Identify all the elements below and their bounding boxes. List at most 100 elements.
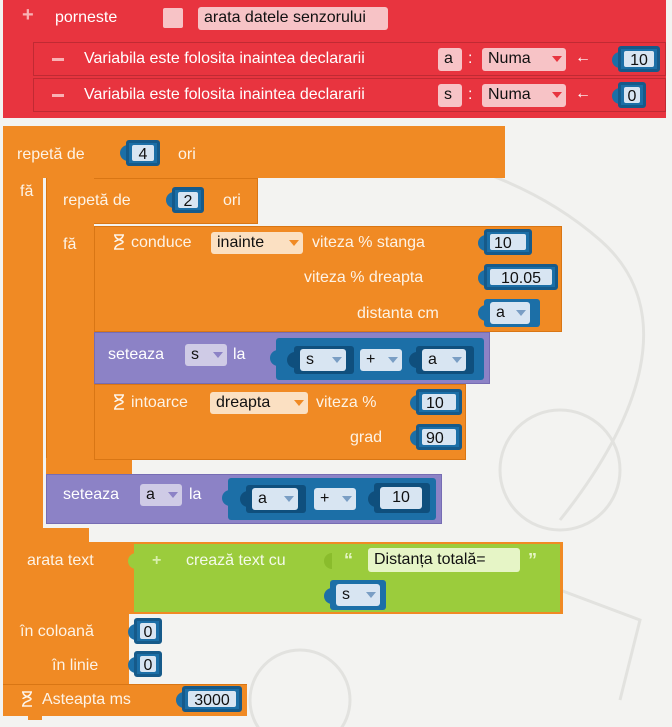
operator-label: + <box>366 351 376 368</box>
direction-label: dreapta <box>216 394 271 411</box>
plus-icon[interactable]: + <box>152 552 162 569</box>
input-socket-tab <box>478 305 486 321</box>
input-socket-tab <box>120 145 128 161</box>
input-socket-tab <box>128 657 136 673</box>
var-label: s <box>306 351 314 368</box>
turn-direction-dropdown[interactable]: dreapta <box>210 392 308 414</box>
degrees-input[interactable]: 90 <box>416 424 462 450</box>
text-input[interactable] <box>368 548 520 572</box>
direction-label: inainte <box>217 234 265 251</box>
var-label: a <box>428 351 437 368</box>
hourglass-icon <box>114 394 124 410</box>
minus-icon[interactable] <box>52 94 64 97</box>
colon-label: : <box>468 50 473 67</box>
quote-open-icon: “ <box>344 550 353 570</box>
quote-close-icon: ” <box>528 550 537 570</box>
input-socket-tab <box>222 490 230 506</box>
degrees-label: grad <box>350 429 383 446</box>
left-operand-block[interactable]: s <box>294 346 354 374</box>
input-socket-tab <box>324 588 332 604</box>
chevron-down-icon <box>294 400 304 406</box>
do-label: fă <box>20 183 34 200</box>
input-socket-tab <box>324 553 332 569</box>
speed-right-label: viteza % dreapta <box>304 269 424 286</box>
chevron-down-icon <box>342 496 352 502</box>
input-socket-tab <box>166 192 174 208</box>
chevron-down-icon <box>213 352 223 358</box>
type-dropdown[interactable]: Numa <box>482 48 566 71</box>
right-operand-block[interactable]: 10 <box>374 483 430 513</box>
column-input[interactable]: 0 <box>134 618 162 644</box>
row-input[interactable]: 0 <box>134 651 162 677</box>
set-label: seteaza <box>108 346 165 363</box>
speed-right-input[interactable]: 10.05 <box>484 264 558 290</box>
direction-dropdown[interactable]: inainte <box>211 232 303 254</box>
input-socket-tab <box>410 395 418 411</box>
to-label: la <box>189 486 202 503</box>
turn-speed-label: viteza % <box>316 394 377 411</box>
minus-icon[interactable] <box>52 58 64 61</box>
turn-speed-input[interactable]: 10 <box>416 389 462 415</box>
set-label: seteaza <box>63 486 120 503</box>
wait-block-notch <box>28 714 42 720</box>
checkbox-icon[interactable] <box>163 8 183 28</box>
speed-left-input[interactable]: 10 <box>484 229 532 255</box>
var-pill: a <box>490 302 530 324</box>
repeat-count-input[interactable]: 2 <box>172 187 204 213</box>
set-var-dropdown[interactable]: s <box>185 344 227 366</box>
right-operand-block[interactable]: a <box>416 346 474 374</box>
var-label: a <box>496 304 505 321</box>
repeat-count-input[interactable]: 4 <box>126 140 160 166</box>
chevron-down-icon <box>388 357 398 363</box>
var-pill: a <box>252 488 298 510</box>
outer-repeat-spine <box>3 126 43 542</box>
operator-dropdown[interactable]: + <box>314 488 356 510</box>
var-label: s <box>342 586 350 603</box>
type-label: Numa <box>488 86 531 103</box>
type-dropdown[interactable]: Numa <box>482 84 566 107</box>
assign-arrow: ← <box>575 85 591 102</box>
var-pill: a <box>422 349 466 371</box>
colon-label: : <box>468 86 473 103</box>
value-pill: 10 <box>380 487 422 509</box>
chevron-down-icon <box>516 310 526 316</box>
operator-dropdown[interactable]: + <box>360 349 402 371</box>
var-name-field[interactable]: s <box>438 84 462 107</box>
sensor-text-field[interactable]: arata datele senzorului <box>198 7 388 30</box>
input-socket-tab <box>287 352 295 368</box>
input-socket-tab <box>478 235 486 251</box>
value-input[interactable]: 10 <box>618 46 660 72</box>
value-input[interactable]: 0 <box>618 82 646 108</box>
operator-label: + <box>320 490 330 507</box>
wait-ms-input[interactable]: 3000 <box>182 686 242 712</box>
type-label: Numa <box>488 50 531 67</box>
chevron-down-icon <box>552 92 562 98</box>
row-label: în linie <box>52 657 99 674</box>
input-socket-tab <box>270 350 278 366</box>
repeat-label: repetă de <box>63 192 131 209</box>
outer-repeat-block[interactable] <box>3 126 505 178</box>
left-operand-block[interactable]: a <box>246 485 306 513</box>
input-socket-tab <box>368 491 376 507</box>
text-var-block[interactable]: s <box>330 580 386 610</box>
inner-repeat-spine <box>46 178 94 474</box>
input-socket-tab <box>128 624 136 640</box>
var-name-field[interactable]: a <box>438 48 462 71</box>
times-label: ori <box>223 192 241 209</box>
chevron-down-icon <box>452 357 462 363</box>
distance-var-block[interactable]: a <box>484 299 540 327</box>
hourglass-icon <box>114 234 124 250</box>
wait-label: Asteapta ms <box>42 691 131 708</box>
times-label: ori <box>178 146 196 163</box>
var-decl-label: Variabila este folosita inaintea declara… <box>84 50 365 67</box>
text-value: Distanța totală= <box>374 551 486 568</box>
input-socket-tab <box>612 88 620 104</box>
distance-label: distanta cm <box>357 305 439 322</box>
plus-icon[interactable]: + <box>22 4 34 26</box>
var-pill: s <box>300 349 346 371</box>
inner-repeat-foot <box>46 458 132 474</box>
column-label: în coloană <box>20 623 94 640</box>
input-socket-tab <box>176 692 184 708</box>
set-var-dropdown[interactable]: a <box>140 484 182 506</box>
speed-left-label: viteza % stanga <box>312 234 425 251</box>
